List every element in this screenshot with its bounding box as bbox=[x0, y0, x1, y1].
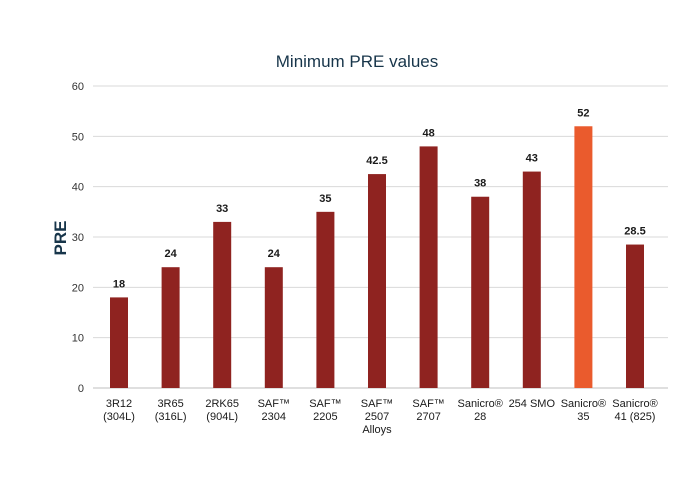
data-label: 38 bbox=[474, 178, 486, 190]
data-label: 52 bbox=[577, 107, 589, 119]
data-labels: 18 24 33 24 35 42.5 48 38 43 52 28.5 bbox=[113, 107, 646, 290]
data-label: 35 bbox=[319, 193, 331, 205]
x-tick-label: Sanicro® 28 bbox=[457, 398, 502, 423]
x-tick-label: SAF™ 2507 Alloys bbox=[361, 398, 393, 436]
bar-4 bbox=[316, 211, 335, 388]
data-label: 18 bbox=[113, 278, 125, 290]
x-tick-label: SAF™ 2205 bbox=[309, 398, 341, 423]
x-tick-label: SAF™ 2304 bbox=[258, 398, 290, 423]
bar-2 bbox=[213, 221, 232, 388]
data-label: 28.5 bbox=[624, 226, 645, 238]
y-tick-label: 20 bbox=[72, 282, 84, 294]
bar-8 bbox=[522, 171, 541, 388]
y-tick-label: 30 bbox=[72, 232, 84, 244]
bar-3 bbox=[264, 267, 283, 388]
x-tick-label: Sanicro® 41 (825) bbox=[612, 398, 657, 423]
bar-7 bbox=[471, 196, 490, 388]
bar-1 bbox=[161, 267, 180, 388]
data-label: 24 bbox=[164, 248, 177, 260]
bar-0 bbox=[110, 297, 128, 388]
bar-5 bbox=[368, 174, 386, 388]
bar-6 bbox=[419, 146, 438, 388]
x-tick-label: SAF™ 2707 bbox=[412, 398, 444, 423]
x-tick-label: 3R65 (316L) bbox=[155, 398, 187, 423]
y-tick-label: 10 bbox=[72, 333, 84, 345]
data-label: 42.5 bbox=[366, 155, 387, 167]
y-tick-label: 60 bbox=[72, 81, 84, 93]
x-tick-label: Sanicro® 35 bbox=[561, 398, 606, 423]
chart-title: Minimum PRE values bbox=[276, 52, 439, 71]
y-tick-label: 0 bbox=[78, 383, 84, 395]
data-label: 24 bbox=[268, 248, 281, 260]
data-label: 33 bbox=[216, 203, 228, 215]
x-tick-label: 3R12 (304L) bbox=[103, 398, 135, 423]
y-tick-label: 40 bbox=[72, 182, 84, 194]
bars bbox=[110, 126, 644, 389]
x-tick-label: 254 SMO bbox=[509, 398, 556, 410]
data-label: 48 bbox=[422, 127, 434, 139]
data-label: 43 bbox=[526, 153, 538, 165]
x-tick-label: 2RK65 (904L) bbox=[205, 398, 239, 423]
bar-9 bbox=[574, 126, 593, 389]
bar-10 bbox=[626, 244, 644, 388]
x-tick-labels: 3R12 (304L) 3R65 (316L) 2RK65 (904L) SAF™ 2304 S… bbox=[103, 398, 658, 436]
y-tick-label: 50 bbox=[72, 131, 84, 143]
y-axis-label: PRE bbox=[51, 221, 70, 256]
